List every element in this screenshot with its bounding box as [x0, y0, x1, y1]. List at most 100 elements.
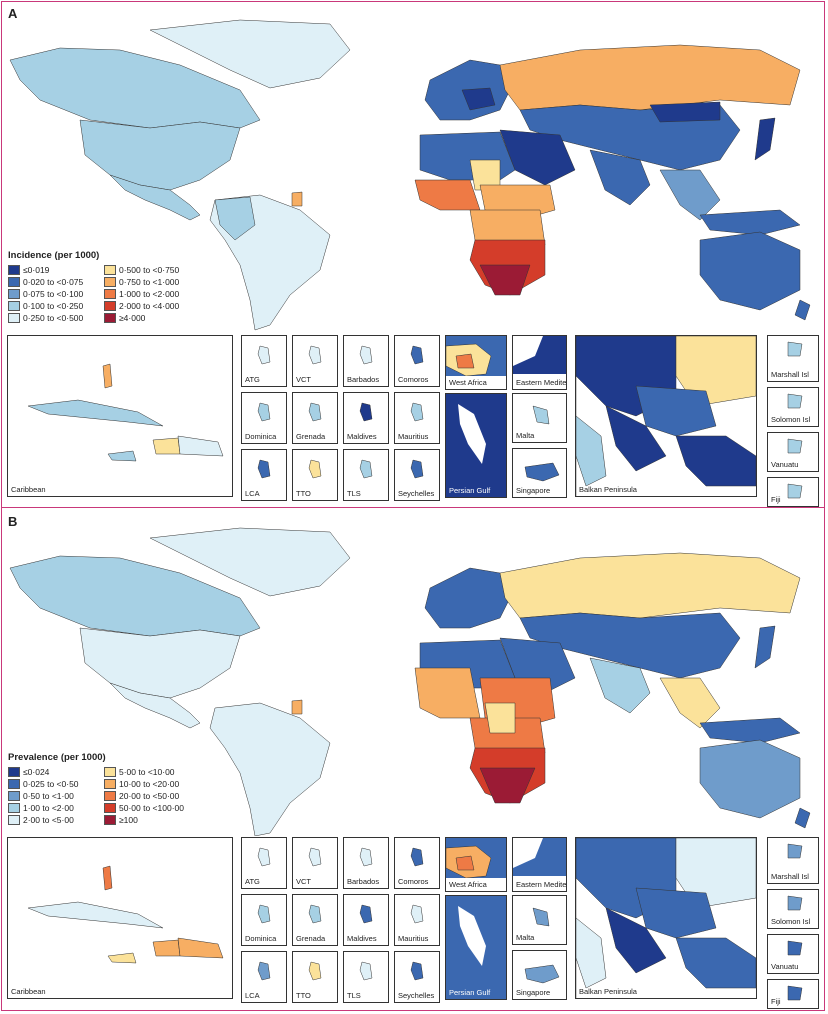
- inset-label: Comoros: [398, 877, 429, 886]
- greenland: [149, 19, 351, 89]
- inset-label: Dominica: [245, 432, 277, 441]
- inset-label: Maldives: [347, 432, 377, 441]
- inset-maldives: Maldives: [343, 392, 389, 444]
- inset-label: Seychelles: [398, 991, 435, 1000]
- mexico: [109, 174, 201, 221]
- legend-item: 5·00 to <10·00: [104, 766, 214, 777]
- central-europe: [461, 87, 496, 111]
- russia: [499, 552, 801, 619]
- inset-label-west-africa: West Africa: [449, 378, 487, 387]
- legend-label: 5·00 to <10·00: [119, 766, 175, 777]
- inset-label: VCT: [296, 877, 311, 886]
- inset-label: Barbados: [347, 375, 380, 384]
- legend-label: 20·00 to <50·00: [119, 790, 180, 801]
- west-africa: [414, 179, 481, 211]
- inset-label-balkan: Balkan Peninsula: [579, 987, 637, 996]
- inset-label: Fiji: [771, 997, 781, 1006]
- inset-mauritius: Mauritius: [394, 392, 440, 444]
- inset-west-africa-b: West Africa: [445, 837, 507, 892]
- inset-atg: ATG: [241, 837, 287, 889]
- inset-balkan: Balkan Peninsula: [575, 335, 757, 497]
- legend-swatch: [104, 778, 116, 789]
- india: [589, 149, 651, 206]
- legend-swatch: [8, 802, 20, 813]
- inset-label: Solomon Isl: [771, 415, 811, 424]
- inset-label: Dominica: [245, 934, 277, 943]
- inset-eastern-med: Eastern Mediterranean: [512, 335, 567, 390]
- inset-label: Grenada: [296, 934, 326, 943]
- legend-label: 0·100 to <0·250: [23, 300, 84, 311]
- inset-barbados: Barbados: [343, 837, 389, 889]
- inset-west-africa: West Africa: [445, 335, 507, 390]
- legend-label: 0·500 to <0·750: [119, 264, 180, 275]
- legend-item: 10·00 to <20·00: [104, 778, 214, 789]
- inset-caribbean: Caribbean: [7, 335, 233, 497]
- legend-swatch: [104, 766, 116, 777]
- greenland: [149, 527, 351, 597]
- inset-label: Mauritius: [398, 432, 429, 441]
- inset-label: TLS: [347, 991, 361, 1000]
- cuba: [27, 399, 164, 427]
- inset-atg: ATG: [241, 335, 287, 387]
- inset-dominica: Dominica: [241, 894, 287, 946]
- inset-seychelles: Seychelles: [394, 449, 440, 501]
- inset-malta: Malta: [512, 393, 567, 443]
- legend-swatch: [8, 778, 20, 789]
- inset-label: Solomon Isl: [771, 917, 811, 926]
- inset-label: TLS: [347, 489, 361, 498]
- se-asia: [659, 677, 721, 729]
- inset-label: ATG: [245, 375, 260, 384]
- incidence-world-map: [9, 19, 811, 331]
- legend-swatch: [8, 766, 20, 777]
- west-africa: [414, 667, 481, 719]
- inset-label: LCA: [245, 489, 260, 498]
- inset-singapore-b: Singapore: [512, 950, 567, 1000]
- legend-swatch: [104, 300, 116, 311]
- drc: [484, 702, 516, 734]
- legend-label: 10·00 to <20·00: [119, 778, 180, 789]
- legend-label: 2·000 to <4·000: [119, 300, 180, 311]
- colombia-venezuela: [214, 196, 256, 241]
- se-asia: [659, 169, 721, 221]
- legend-item: ≥4·000: [104, 312, 214, 323]
- inset-barbados: Barbados: [343, 335, 389, 387]
- inset-tls: TLS: [343, 449, 389, 501]
- inset-label-malta: Malta: [516, 933, 535, 942]
- inset-fiji: Fiji: [767, 477, 819, 507]
- legend-swatch: [8, 312, 20, 323]
- inset-tto: TTO: [292, 951, 338, 1003]
- inset-lca: LCA: [241, 951, 287, 1003]
- inset-label: Mauritius: [398, 934, 429, 943]
- legend-swatch: [8, 300, 20, 311]
- inset-label: ATG: [245, 877, 260, 886]
- north-africa: [419, 131, 516, 181]
- japan: [754, 117, 776, 161]
- inset-label: Vanuatu: [771, 962, 799, 971]
- guianas: [291, 191, 303, 207]
- new-zealand: [794, 299, 811, 321]
- inset-label: Grenada: [296, 432, 326, 441]
- inset-label-eastern-med: Eastern Mediterranean: [516, 378, 567, 387]
- inset-label: LCA: [245, 991, 260, 1000]
- inset-mauritius: Mauritius: [394, 894, 440, 946]
- legend-item: 1·000 to <2·000: [104, 288, 214, 299]
- japan: [754, 625, 776, 669]
- inset-maldives: Maldives: [343, 894, 389, 946]
- legend-label: 0·250 to <0·500: [23, 312, 84, 323]
- inset-comoros: Comoros: [394, 837, 440, 889]
- inset-label: TTO: [296, 489, 311, 498]
- inset-label-caribbean: Caribbean: [11, 987, 46, 996]
- legend-label: 50·00 to <100·00: [119, 802, 184, 813]
- legend-swatch: [8, 790, 20, 801]
- legend-label: 0·075 to <0·100: [23, 288, 84, 299]
- legend-swatch: [104, 312, 116, 323]
- legend-swatch: [8, 814, 20, 825]
- new-zealand: [794, 807, 811, 829]
- legend-item: 0·025 to <0·50: [8, 778, 100, 789]
- inset-solomon-isl: Solomon Isl: [767, 889, 819, 929]
- inset-solomon-isl: Solomon Isl: [767, 387, 819, 427]
- inset-label: VCT: [296, 375, 311, 384]
- legend-item: 1·00 to <2·00: [8, 802, 100, 813]
- dominican-republic: [177, 435, 224, 457]
- inset-label-balkan: Balkan Peninsula: [579, 485, 637, 494]
